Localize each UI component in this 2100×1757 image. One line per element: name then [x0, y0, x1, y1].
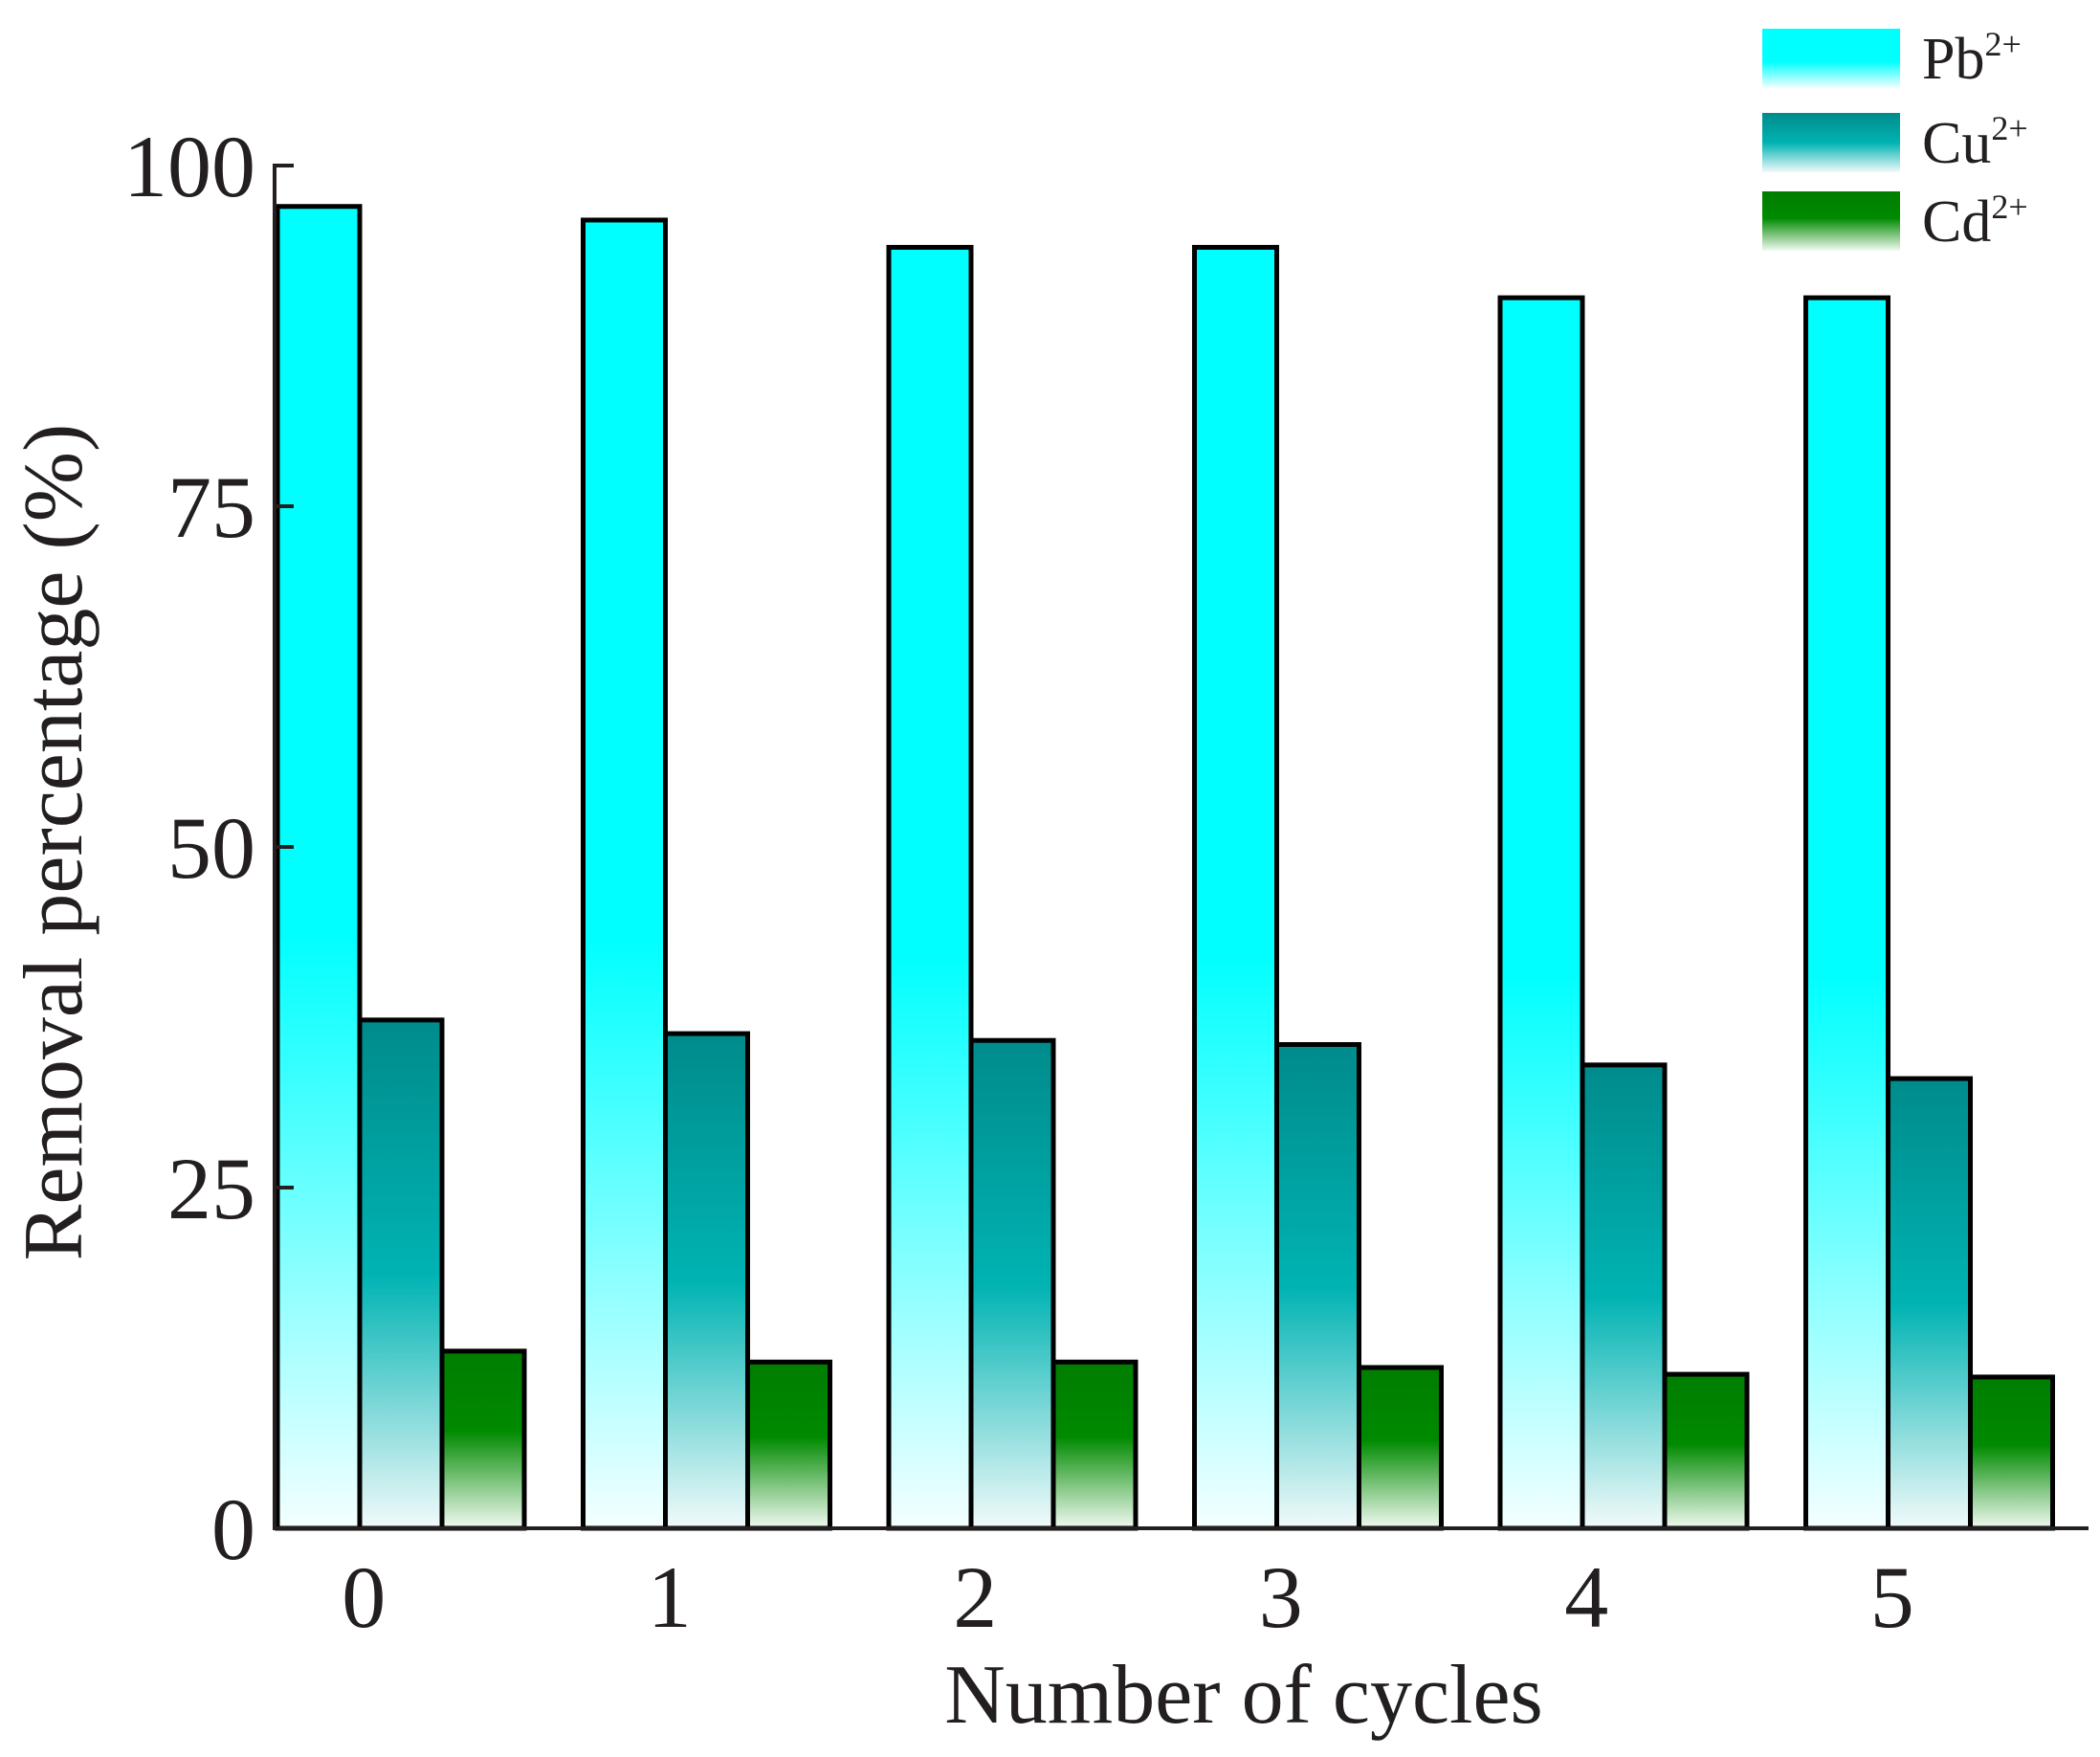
legend-label-cu-charge: 2+	[1991, 109, 2027, 147]
x-tick-label-4: 4	[1564, 1548, 1608, 1646]
legend: Pb2+Cu2+Cd2+	[1762, 25, 2028, 255]
x-tick-label-5: 5	[1870, 1548, 1914, 1646]
bar-pb-cycle-5	[1803, 295, 1890, 1531]
x-axis-title: Number of cycles	[944, 1649, 1543, 1742]
y-tick-label-25: 25	[167, 1140, 255, 1237]
y-ticks-group: 0 25 50 75 100	[123, 118, 294, 1578]
bar-pb-cycle-2	[886, 244, 974, 1531]
legend-label-cu-name: Cu	[1922, 111, 1991, 176]
legend-label-pb: Pb2+	[1922, 25, 2022, 92]
bar-cd-cycle-2	[1050, 1359, 1138, 1531]
bar-pb-cycle-4	[1497, 295, 1585, 1531]
bar-cu-cycle-3	[1274, 1041, 1361, 1531]
bars-group	[275, 204, 2055, 1531]
bar-cd-cycle-4	[1662, 1371, 1750, 1531]
y-tick-label-100: 100	[123, 118, 255, 215]
x-tick-label-3: 3	[1259, 1548, 1303, 1646]
legend-swatch-pb	[1762, 29, 1900, 88]
x-tick-label-2: 2	[953, 1548, 997, 1646]
legend-label-cd: Cd2+	[1922, 188, 2028, 255]
bar-cu-cycle-5	[1886, 1076, 1973, 1531]
bar-cd-cycle-1	[745, 1359, 832, 1531]
y-tick-label-75: 75	[167, 458, 255, 556]
x-tick-label-1: 1	[648, 1548, 692, 1646]
bar-cu-cycle-0	[357, 1017, 445, 1531]
y-axis-title: Removal percentage (%)	[8, 424, 100, 1261]
bar-pb-cycle-0	[275, 204, 363, 1531]
y-tick-label-50: 50	[167, 799, 255, 897]
legend-label-pb-name: Pb	[1922, 27, 1984, 92]
bar-cd-cycle-3	[1357, 1365, 1444, 1531]
x-tick-label-0: 0	[342, 1548, 386, 1646]
bar-cu-cycle-2	[968, 1037, 1056, 1531]
legend-label-cd-charge: 2+	[1991, 188, 2027, 226]
legend-label-pb-charge: 2+	[1984, 25, 2021, 63]
legend-label-cd-name: Cd	[1922, 189, 1991, 255]
bar-cu-cycle-4	[1580, 1062, 1668, 1531]
bar-cd-cycle-5	[1968, 1374, 2055, 1531]
legend-swatch-cd	[1762, 191, 1900, 251]
bar-pb-cycle-1	[581, 217, 668, 1531]
bar-cu-cycle-1	[663, 1031, 750, 1531]
bar-pb-cycle-3	[1192, 244, 1279, 1531]
y-tick-label-0: 0	[211, 1480, 255, 1578]
x-ticks-group: 0 1 2 3 4 5	[342, 1548, 1914, 1646]
legend-swatch-cu	[1762, 113, 1900, 172]
bar-cd-cycle-0	[439, 1348, 527, 1531]
legend-label-cu: Cu2+	[1922, 109, 2028, 176]
